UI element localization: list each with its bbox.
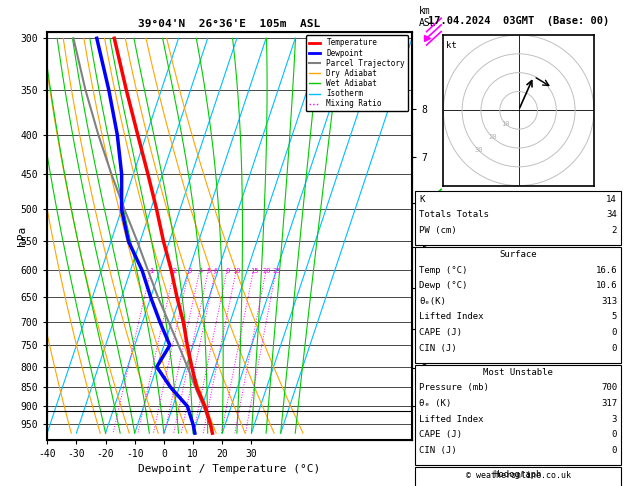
Text: km
ASL: km ASL: [420, 6, 437, 28]
Text: Dewp (°C): Dewp (°C): [419, 281, 467, 291]
Text: Hodograph: Hodograph: [494, 470, 542, 479]
Text: 3: 3: [187, 268, 192, 274]
Text: 34: 34: [606, 210, 617, 220]
Text: 16.6: 16.6: [596, 266, 617, 275]
Text: 15: 15: [250, 268, 259, 274]
Text: PW (cm): PW (cm): [419, 226, 457, 235]
Text: 0: 0: [611, 344, 617, 353]
Text: 700: 700: [601, 383, 617, 393]
Text: 30: 30: [475, 147, 483, 153]
Text: 2: 2: [173, 268, 177, 274]
Text: 317: 317: [601, 399, 617, 408]
Text: 4: 4: [198, 268, 203, 274]
Text: Lifted Index: Lifted Index: [419, 415, 484, 424]
Text: Pressure (mb): Pressure (mb): [419, 383, 489, 393]
Legend: Temperature, Dewpoint, Parcel Trajectory, Dry Adiabat, Wet Adiabat, Isotherm, Mi: Temperature, Dewpoint, Parcel Trajectory…: [306, 35, 408, 111]
Text: Totals Totals: Totals Totals: [419, 210, 489, 220]
Text: 1: 1: [149, 268, 153, 274]
Text: Surface: Surface: [499, 250, 537, 260]
Text: 14: 14: [606, 195, 617, 204]
Text: Lifted Index: Lifted Index: [419, 312, 484, 322]
Text: CIN (J): CIN (J): [419, 344, 457, 353]
Text: 3: 3: [611, 415, 617, 424]
Text: θₑ(K): θₑ(K): [419, 297, 446, 306]
Text: K: K: [419, 195, 425, 204]
Text: 6: 6: [214, 268, 218, 274]
Text: 313: 313: [601, 297, 617, 306]
Text: 0: 0: [611, 430, 617, 439]
Title: 39°04'N  26°36'E  105m  ASL: 39°04'N 26°36'E 105m ASL: [138, 19, 321, 30]
Text: CAPE (J): CAPE (J): [419, 430, 462, 439]
Text: θₑ (K): θₑ (K): [419, 399, 451, 408]
Text: 2: 2: [611, 226, 617, 235]
Text: 5: 5: [611, 312, 617, 322]
Y-axis label: hPa: hPa: [17, 226, 27, 246]
Text: © weatheronline.co.uk: © weatheronline.co.uk: [467, 471, 571, 480]
Text: 10.6: 10.6: [596, 281, 617, 291]
Text: 8: 8: [225, 268, 230, 274]
Text: 20: 20: [262, 268, 271, 274]
Text: CAPE (J): CAPE (J): [419, 328, 462, 337]
Text: 10: 10: [501, 121, 509, 126]
Text: 0: 0: [611, 328, 617, 337]
Text: 5: 5: [207, 268, 211, 274]
Text: LCL: LCL: [416, 406, 431, 415]
Text: Temp (°C): Temp (°C): [419, 266, 467, 275]
Text: 20: 20: [488, 134, 496, 139]
Text: CIN (J): CIN (J): [419, 446, 457, 455]
Text: kt: kt: [447, 41, 457, 50]
Text: 17.04.2024  03GMT  (Base: 00): 17.04.2024 03GMT (Base: 00): [428, 16, 610, 26]
Text: 0: 0: [611, 446, 617, 455]
Text: 10: 10: [233, 268, 241, 274]
Text: Most Unstable: Most Unstable: [483, 368, 553, 377]
X-axis label: Dewpoint / Temperature (°C): Dewpoint / Temperature (°C): [138, 465, 321, 474]
Text: 25: 25: [272, 268, 281, 274]
